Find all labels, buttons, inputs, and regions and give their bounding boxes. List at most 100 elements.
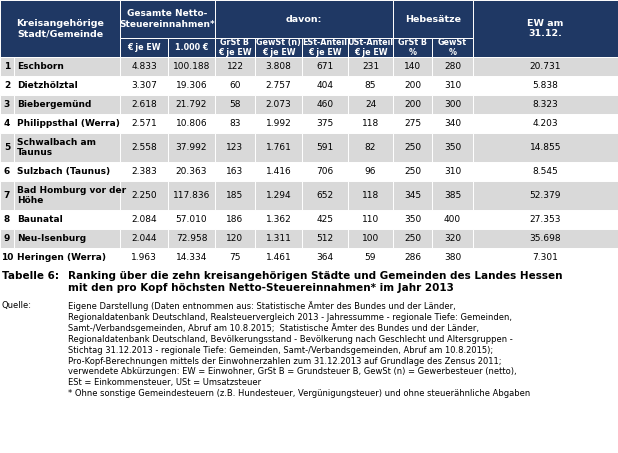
Bar [14, 133, 120, 162]
Bar [255, 133, 302, 162]
Bar [14, 95, 120, 114]
Text: 100.188: 100.188 [173, 62, 210, 71]
Bar [120, 229, 168, 248]
Text: 9: 9 [4, 234, 10, 243]
Bar [168, 133, 215, 162]
Text: 2.571: 2.571 [131, 119, 157, 128]
Bar [302, 133, 348, 162]
Bar [393, 95, 432, 114]
Text: 6: 6 [4, 167, 10, 176]
Bar [14, 181, 120, 210]
Text: 21.792: 21.792 [176, 100, 207, 109]
Text: 200: 200 [404, 81, 421, 90]
Bar [473, 133, 618, 162]
Text: 163: 163 [226, 167, 243, 176]
Text: 652: 652 [316, 191, 334, 200]
Text: 110: 110 [362, 215, 379, 224]
Bar [348, 57, 393, 76]
Bar [393, 0, 473, 38]
Bar [302, 95, 348, 114]
Text: € je EW: € je EW [127, 43, 161, 52]
Bar [473, 76, 618, 95]
Text: Eigene Darstellung (Daten entnommen aus: Statistische Ämter des Bundes und der L: Eigene Darstellung (Daten entnommen aus:… [68, 301, 530, 398]
Bar [168, 38, 215, 57]
Text: Biebergemünd: Biebergemünd [17, 100, 91, 109]
Text: 185: 185 [226, 191, 243, 200]
Bar [432, 162, 473, 181]
Text: 671: 671 [316, 62, 334, 71]
Bar [0, 162, 14, 181]
Text: 345: 345 [404, 191, 421, 200]
Bar [168, 57, 215, 76]
Bar [120, 162, 168, 181]
Bar [120, 133, 168, 162]
Bar [14, 248, 120, 267]
Bar [168, 248, 215, 267]
Bar [432, 95, 473, 114]
Text: Schwalbach am
Taunus: Schwalbach am Taunus [17, 138, 96, 157]
Bar [168, 162, 215, 181]
Text: 2.084: 2.084 [131, 215, 157, 224]
Bar [473, 114, 618, 133]
Text: 59: 59 [365, 253, 376, 262]
Text: 20.731: 20.731 [530, 62, 561, 71]
Bar [215, 95, 255, 114]
Bar [0, 181, 14, 210]
Bar [255, 162, 302, 181]
Text: 83: 83 [229, 119, 241, 128]
Text: 512: 512 [316, 234, 334, 243]
Text: 10.806: 10.806 [176, 119, 207, 128]
Bar [393, 133, 432, 162]
Text: GrSt B
%: GrSt B % [398, 38, 427, 57]
Bar [393, 114, 432, 133]
Bar [302, 114, 348, 133]
Bar [432, 38, 473, 57]
Text: 2.383: 2.383 [131, 167, 157, 176]
Bar [348, 210, 393, 229]
Bar [14, 229, 120, 248]
Text: 140: 140 [404, 62, 421, 71]
Bar [302, 76, 348, 95]
Text: 120: 120 [226, 234, 243, 243]
Bar [120, 114, 168, 133]
Bar [393, 229, 432, 248]
Text: 5.838: 5.838 [533, 81, 559, 90]
Text: 4.203: 4.203 [533, 119, 558, 128]
Bar [473, 229, 618, 248]
Bar [0, 114, 14, 133]
Bar [348, 181, 393, 210]
Text: 706: 706 [316, 167, 334, 176]
Text: 350: 350 [444, 143, 461, 152]
Text: Dietzhölztal: Dietzhölztal [17, 81, 78, 90]
Text: GrSt B
€ je EW: GrSt B € je EW [218, 38, 252, 57]
Bar [0, 248, 14, 267]
Text: 320: 320 [444, 234, 461, 243]
Bar [0, 210, 14, 229]
Bar [432, 76, 473, 95]
Text: 2.044: 2.044 [131, 234, 157, 243]
Text: 286: 286 [404, 253, 421, 262]
Bar [432, 114, 473, 133]
Text: 275: 275 [404, 119, 421, 128]
Text: 404: 404 [316, 81, 334, 90]
Text: 3.307: 3.307 [131, 81, 157, 90]
Bar [348, 76, 393, 95]
Text: 2.618: 2.618 [131, 100, 157, 109]
Text: Bad Homburg vor der
Höhe: Bad Homburg vor der Höhe [17, 186, 126, 205]
Text: 2.558: 2.558 [131, 143, 157, 152]
Bar [348, 133, 393, 162]
Text: davon:: davon: [286, 14, 322, 24]
Text: Sulzbach (Taunus): Sulzbach (Taunus) [17, 167, 110, 176]
Text: 1.461: 1.461 [266, 253, 291, 262]
Text: Heringen (Werra): Heringen (Werra) [17, 253, 106, 262]
Text: 2.757: 2.757 [266, 81, 291, 90]
Text: 82: 82 [365, 143, 376, 152]
Bar [120, 38, 168, 57]
Text: 7: 7 [4, 191, 10, 200]
Text: 57.010: 57.010 [176, 215, 207, 224]
Bar [168, 76, 215, 95]
Text: 380: 380 [444, 253, 461, 262]
Text: 24: 24 [365, 100, 376, 109]
Bar [215, 248, 255, 267]
Bar [120, 76, 168, 95]
